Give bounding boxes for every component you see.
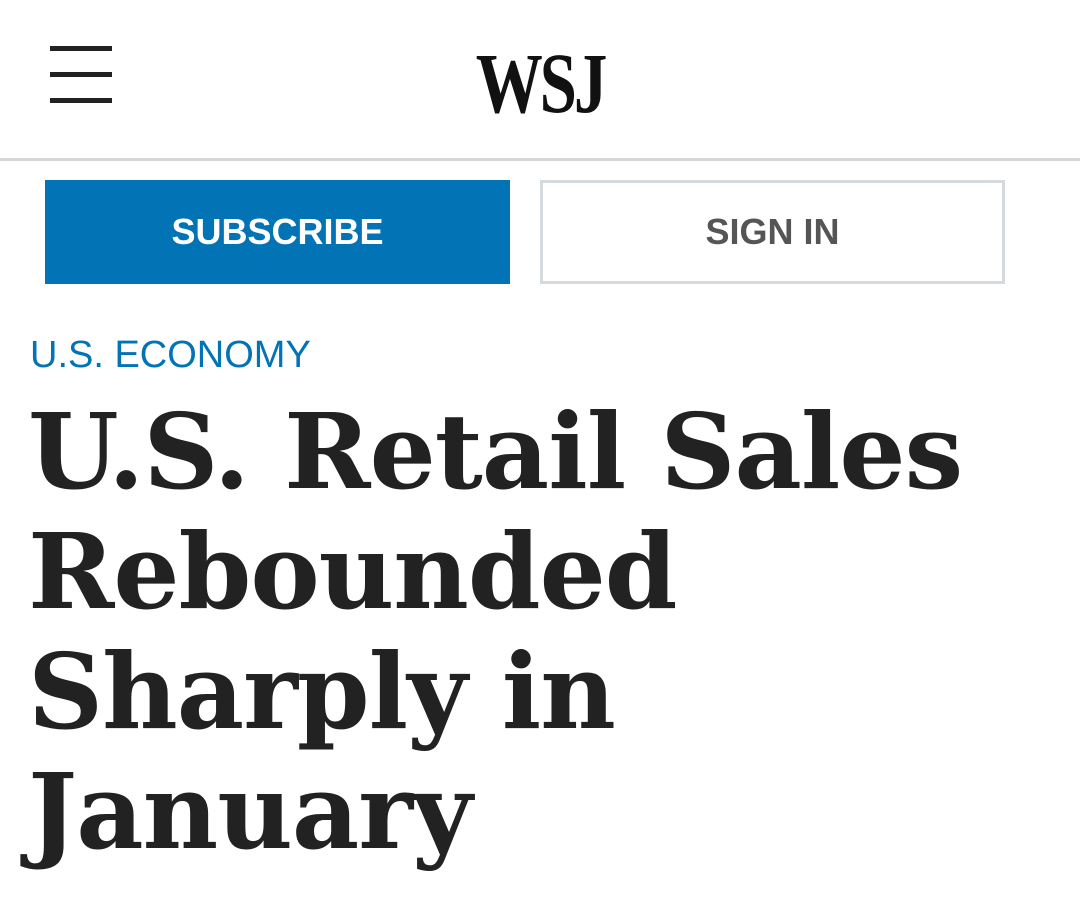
menu-button[interactable] <box>50 46 112 104</box>
subscribe-button[interactable]: SUBSCRIBE <box>45 180 510 284</box>
section-link[interactable]: U.S. ECONOMY <box>30 334 311 376</box>
logo[interactable]: WSJ <box>475 35 608 131</box>
headline: U.S. Retail Sales Rebounded Sharply in J… <box>28 390 963 873</box>
sign-in-button[interactable]: SIGN IN <box>540 180 1005 284</box>
divider <box>0 158 1080 161</box>
